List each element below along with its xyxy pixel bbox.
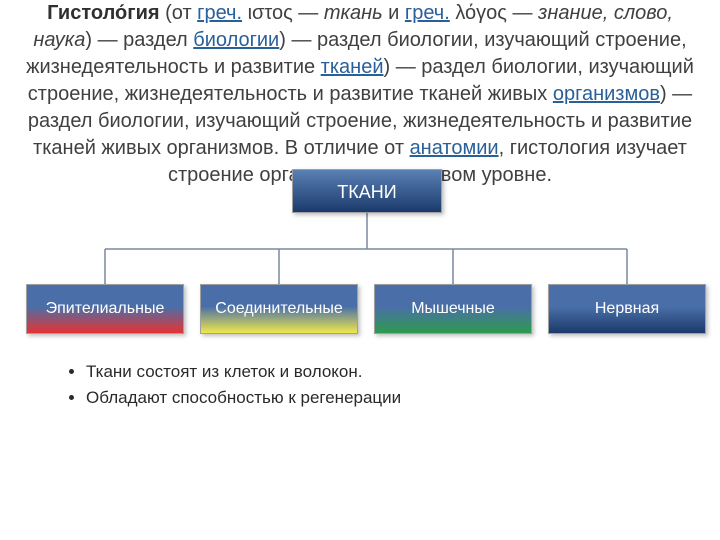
chart-root-node: ТКАНИ xyxy=(292,169,442,213)
list-item: Обладают способностью к регенерации xyxy=(86,388,694,408)
text: ) — раздел xyxy=(85,29,193,51)
text: (от xyxy=(160,2,198,24)
bullet-list: Ткани состоят из клеток и волокон. Облад… xyxy=(86,362,694,408)
org-chart: ТКАНИ Эпителиальные Соединительные Мышечны… xyxy=(26,169,706,334)
page: Гистоло́гия (от греч. ιστος — ткань и гр… xyxy=(0,0,720,540)
text: λόγος — xyxy=(450,2,538,24)
chart-child-node: Эпителиальные xyxy=(26,284,184,334)
link-greek-1[interactable]: греч. xyxy=(197,2,242,24)
text: ιστος — xyxy=(242,2,324,24)
italic-tkan: ткань xyxy=(324,2,383,24)
chart-child-row: Эпителиальные Соединительные Мышечные Нервн… xyxy=(26,284,706,334)
chart-child-label: Нервная xyxy=(595,300,659,318)
text: и xyxy=(383,2,405,24)
link-anatomy[interactable]: анатомии xyxy=(410,137,499,159)
term-bold: Гистоло́гия xyxy=(47,2,159,24)
chart-child-node: Соединительные xyxy=(200,284,358,334)
link-tkanei[interactable]: тканей xyxy=(321,56,384,78)
chart-child-label: Эпителиальные xyxy=(46,300,165,318)
link-organisms[interactable]: организмов xyxy=(553,83,660,105)
intro-paragraph: Гистоло́гия (от греч. ιστος — ткань и гр… xyxy=(26,0,694,189)
link-greek-2[interactable]: греч. xyxy=(405,2,450,24)
chart-child-label: Соединительные xyxy=(215,300,342,318)
list-item: Ткани состоят из клеток и волокон. xyxy=(86,362,694,382)
chart-child-node: Мышечные xyxy=(374,284,532,334)
chart-root-label: ТКАНИ xyxy=(337,182,396,202)
chart-child-label: Мышечные xyxy=(411,300,495,318)
link-biology[interactable]: биологии xyxy=(193,29,279,51)
chart-child-node: Нервная xyxy=(548,284,706,334)
